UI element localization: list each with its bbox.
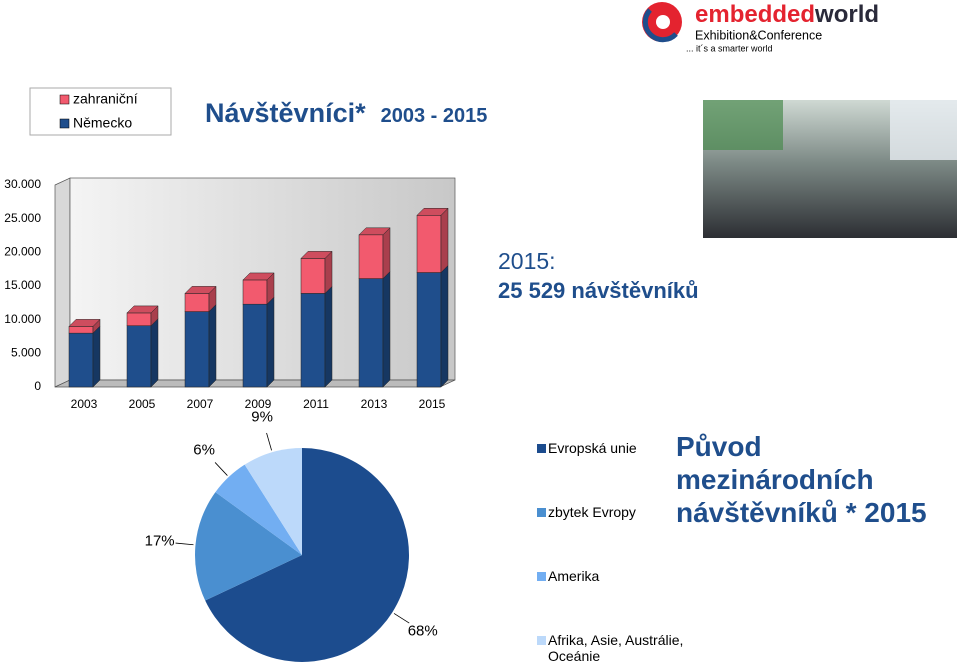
title-wrap: Návštěvníci* 2003 - 2015 bbox=[205, 98, 487, 129]
logo-part: embedded bbox=[695, 1, 815, 28]
x-tick-label: 2013 bbox=[361, 397, 388, 411]
logo-line: ... it´s a smarter world bbox=[686, 43, 773, 53]
bar-side bbox=[440, 264, 449, 388]
y-tick-label: 30.000 bbox=[4, 177, 41, 191]
legend-label: Afrika, Asie, Austrálie, Oceánie bbox=[548, 632, 684, 664]
bar-side bbox=[150, 318, 159, 388]
x-tick-label: 2015 bbox=[419, 397, 446, 411]
bar-side bbox=[382, 270, 391, 388]
bar bbox=[126, 312, 152, 326]
photo-detail bbox=[703, 100, 783, 150]
pie-slice bbox=[244, 448, 302, 555]
logo-line: Exhibition&Conference bbox=[695, 28, 822, 42]
bar bbox=[184, 293, 210, 312]
data-label: 68% bbox=[408, 623, 438, 640]
pie-slice bbox=[205, 447, 409, 662]
annotation: 2015: bbox=[498, 248, 556, 274]
bar bbox=[416, 215, 442, 273]
x-tick-label: 2007 bbox=[187, 397, 214, 411]
bar-top bbox=[416, 208, 449, 216]
chart-subtitle: 2003 - 2015 bbox=[380, 105, 488, 127]
legend-swatch bbox=[537, 444, 546, 453]
x-tick-label: 2011 bbox=[303, 397, 329, 411]
annotation: 25 529 návštěvníků bbox=[498, 278, 699, 303]
x-tick-label: 2005 bbox=[129, 397, 156, 411]
legend-label: Amerika bbox=[548, 568, 600, 584]
logo-arc bbox=[642, 8, 678, 43]
legend-label: Německo bbox=[73, 115, 132, 131]
x-tick-label: 2009 bbox=[245, 397, 272, 411]
bar bbox=[68, 326, 94, 334]
pie-title: Původ mezinárodních návštěvníků * 2015 bbox=[676, 431, 927, 528]
data-label: 6% bbox=[193, 442, 215, 459]
y-tick-label: 25.000 bbox=[4, 211, 41, 225]
leader-line bbox=[175, 542, 194, 546]
bar bbox=[300, 293, 326, 388]
logo-part: world bbox=[814, 1, 879, 28]
legend-swatch bbox=[59, 118, 70, 129]
side-wall bbox=[54, 177, 71, 388]
bar bbox=[68, 332, 94, 388]
bar-side bbox=[324, 285, 333, 388]
bar bbox=[242, 279, 268, 305]
leader-line bbox=[214, 462, 228, 476]
bar-side bbox=[440, 207, 449, 274]
bar-top bbox=[68, 319, 101, 327]
logo-dot bbox=[656, 15, 670, 29]
chart-title: Návštěvníci* bbox=[205, 98, 366, 128]
logo-text: embeddedworld bbox=[695, 1, 879, 28]
legend-label: zahraniční bbox=[73, 91, 138, 107]
data-label: 17% bbox=[145, 533, 175, 550]
bar bbox=[184, 311, 210, 388]
x-tick-label: 2003 bbox=[71, 397, 98, 411]
leader-line bbox=[393, 613, 410, 624]
legend-label: zbytek Evropy bbox=[548, 504, 636, 520]
data-label: 9% bbox=[251, 409, 273, 426]
legend-label: Evropská unie bbox=[548, 440, 637, 456]
bar-top bbox=[126, 305, 159, 314]
legend-swatch bbox=[537, 636, 546, 645]
bar bbox=[242, 303, 268, 388]
y-tick-label: 0 bbox=[34, 379, 41, 393]
pie-slice bbox=[194, 492, 302, 601]
photo-detail bbox=[890, 100, 957, 160]
y-tick-label: 5.000 bbox=[11, 346, 41, 360]
bar-top bbox=[358, 227, 391, 236]
bar-side bbox=[208, 303, 217, 388]
pie-slice bbox=[215, 464, 302, 555]
legend-swatch bbox=[537, 508, 546, 517]
bar bbox=[416, 272, 442, 388]
bar-top bbox=[300, 251, 333, 259]
y-tick-label: 15.000 bbox=[4, 278, 41, 292]
legend-swatch bbox=[537, 572, 546, 581]
bar-top bbox=[242, 272, 275, 281]
bar-side bbox=[92, 325, 101, 388]
legend-box bbox=[29, 87, 172, 136]
bar bbox=[358, 278, 384, 388]
bar bbox=[126, 325, 152, 388]
y-tick-label: 10.000 bbox=[4, 312, 41, 326]
legend-swatch bbox=[59, 94, 70, 105]
bar-top bbox=[184, 286, 217, 294]
y-tick-label: 20.000 bbox=[4, 245, 41, 259]
bar bbox=[358, 234, 384, 279]
bar-side bbox=[382, 227, 391, 280]
bar-side bbox=[266, 296, 275, 388]
leader-line bbox=[266, 432, 272, 451]
bar bbox=[300, 258, 326, 294]
